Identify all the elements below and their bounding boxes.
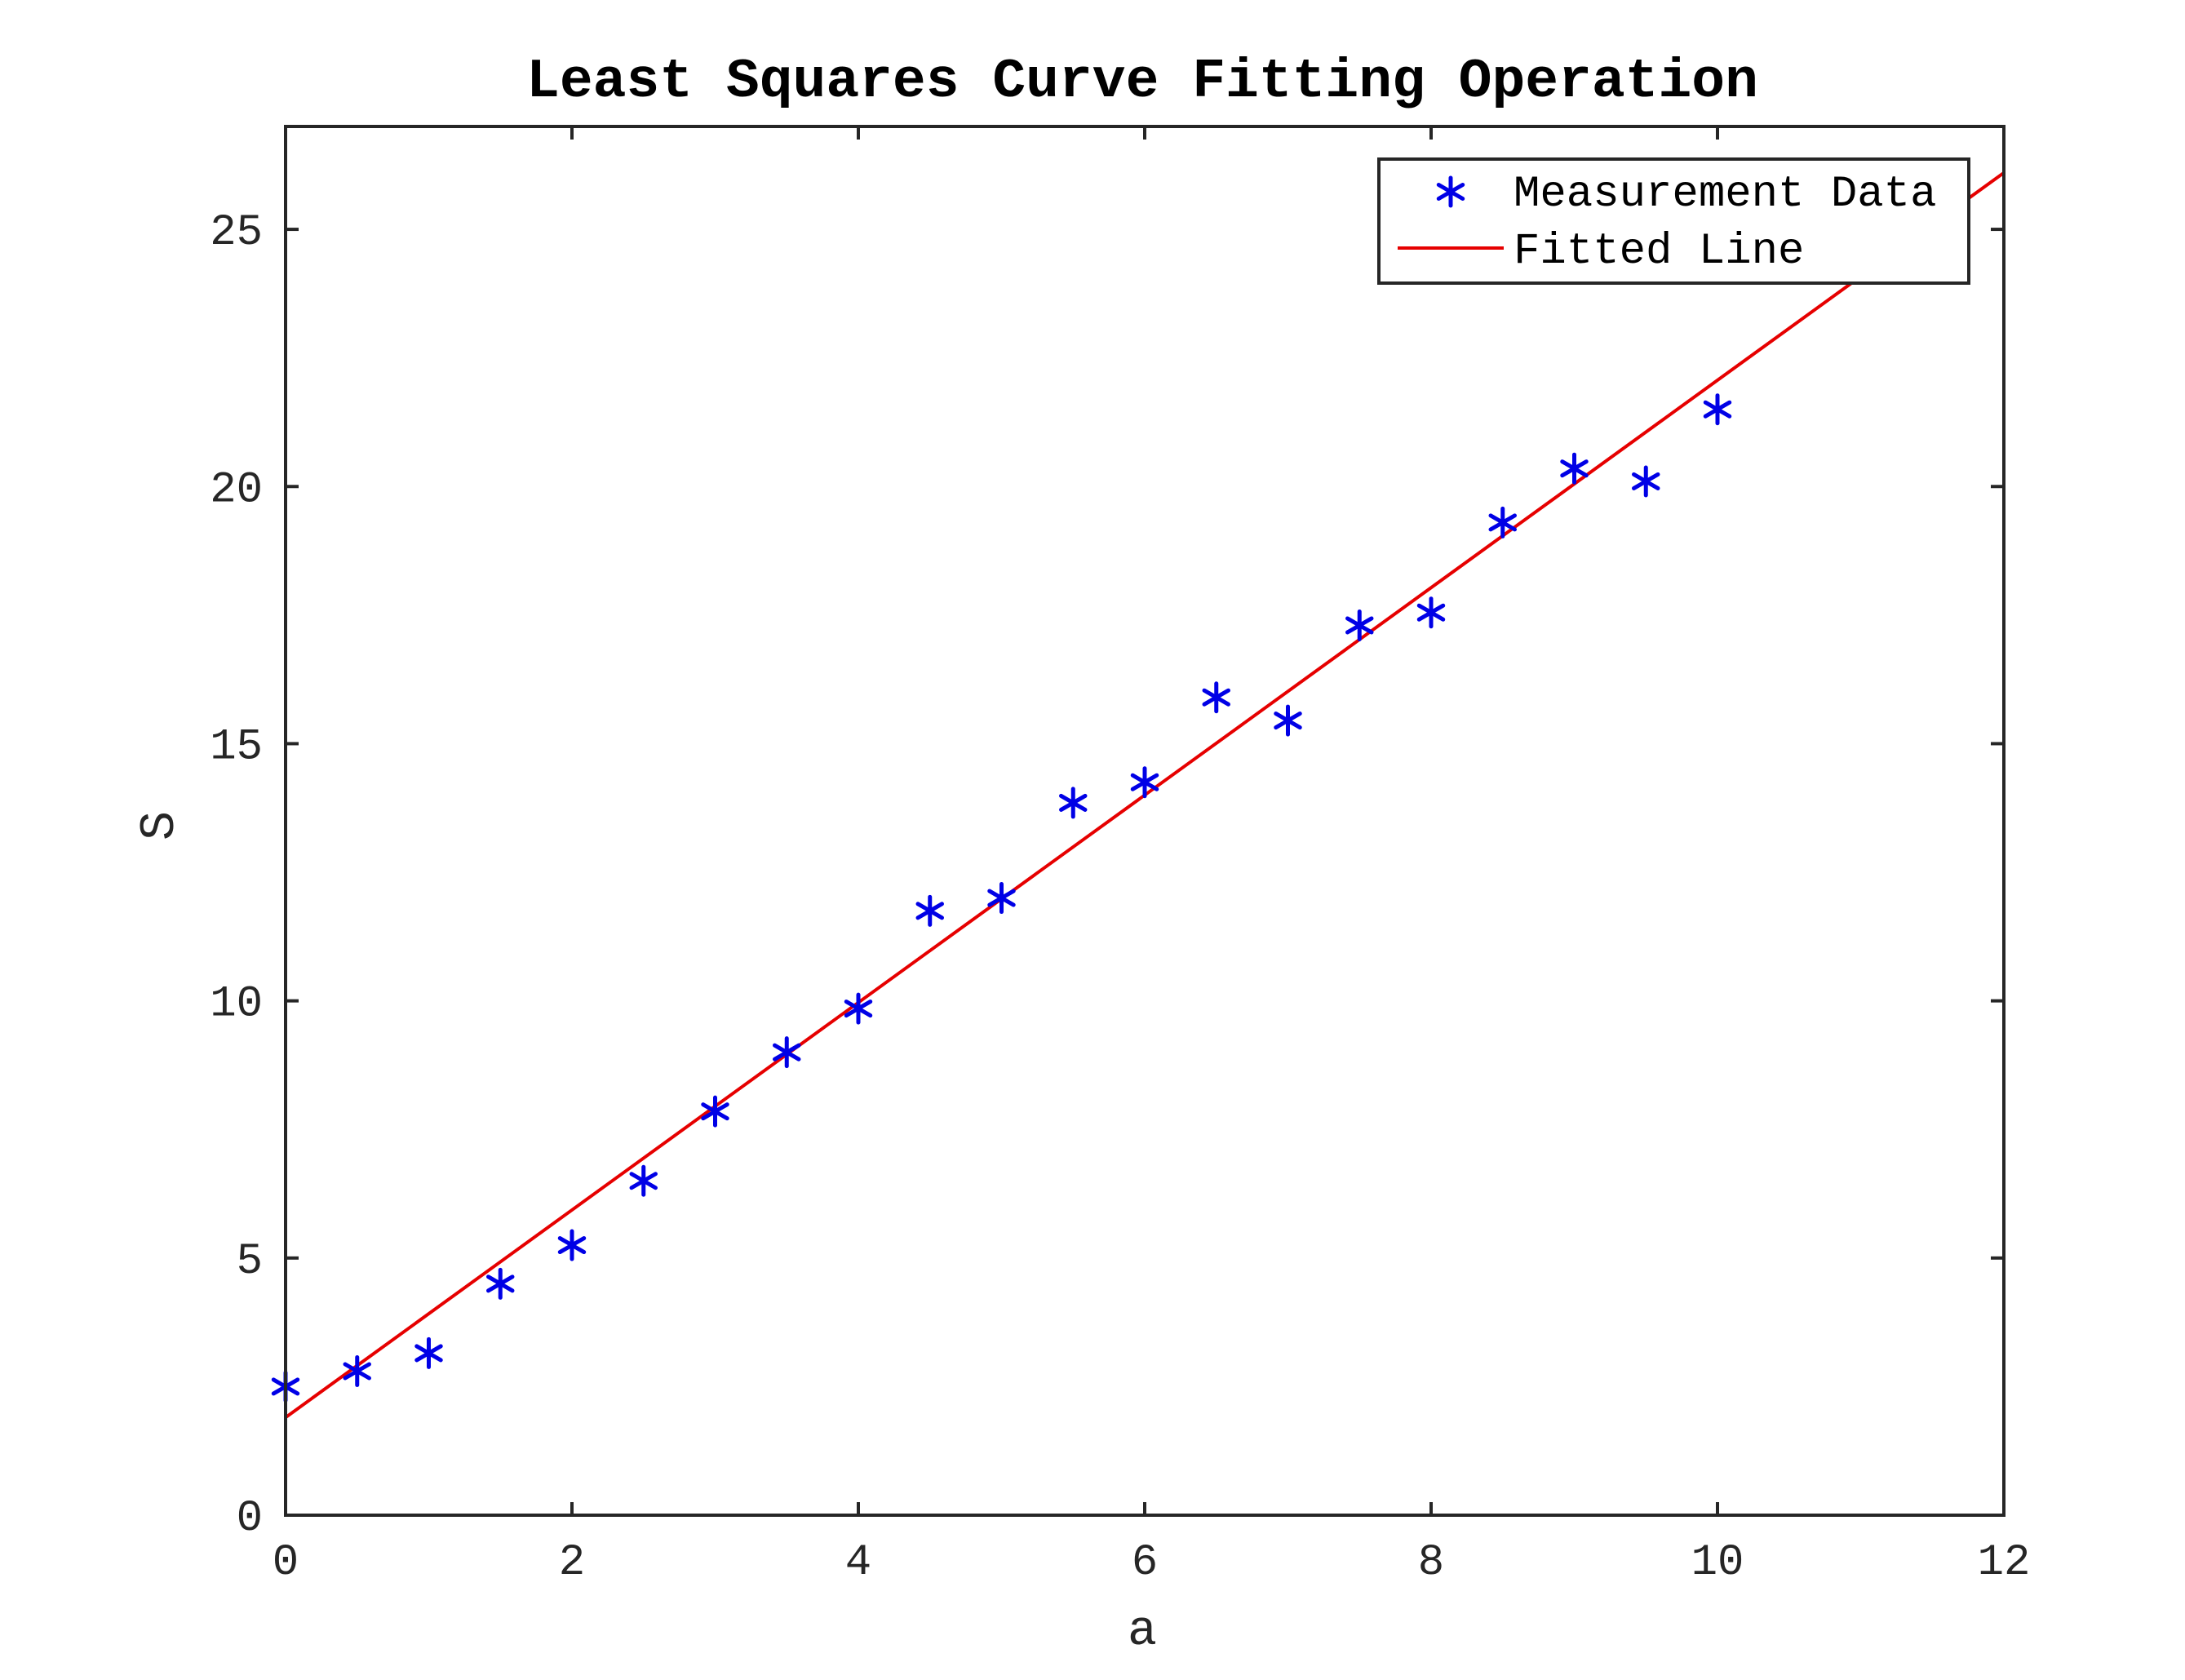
data-point — [1130, 766, 1159, 799]
y-tick-label: 25 — [210, 208, 263, 258]
data-point — [701, 1095, 729, 1128]
data-point — [1703, 393, 1732, 426]
y-axis-label: S — [133, 811, 188, 840]
data-point — [1059, 787, 1088, 819]
data-point — [1632, 465, 1660, 498]
data-point — [1274, 704, 1302, 737]
x-tick-label: 4 — [845, 1538, 871, 1588]
data-point — [1345, 609, 1374, 641]
plot-area — [286, 126, 2004, 1515]
x-tick-label: 2 — [559, 1538, 585, 1588]
x-axis-label: a — [1128, 1604, 1157, 1660]
data-point — [987, 882, 1016, 915]
data-point — [773, 1036, 801, 1069]
data-point — [486, 1267, 515, 1300]
y-tick-label: 5 — [237, 1237, 263, 1287]
x-tick-label: 10 — [1691, 1538, 1744, 1588]
legend-box — [1377, 157, 1970, 285]
ticks-layer: 0 2 4 6 8 10 12 0 5 10 15 20 25 — [210, 126, 2030, 1588]
data-point — [844, 992, 873, 1025]
data-point — [557, 1229, 587, 1261]
marks-layer — [271, 171, 2006, 1419]
chart-title: Least Squares Curve Fitting Operation — [526, 51, 1758, 113]
x-tick-label: 0 — [273, 1538, 299, 1588]
data-point — [1202, 681, 1230, 714]
y-tick-label: 20 — [210, 465, 263, 515]
y-tick-label: 0 — [237, 1494, 263, 1544]
legend-label-measurement-data: Measurement Data — [1514, 170, 1936, 219]
legend-label-fitted-line: Fitted Line — [1514, 227, 1804, 277]
y-tick-label: 10 — [210, 980, 263, 1030]
legend: Measurement Data Fitted Line — [1377, 157, 1970, 285]
data-point — [629, 1164, 658, 1197]
data-point — [915, 894, 944, 927]
y-tick-label: 15 — [210, 722, 263, 772]
legend-marker-measurement-data — [1436, 175, 1465, 208]
legend-asterisk — [1436, 175, 1465, 208]
data-point — [1416, 596, 1446, 629]
x-tick-label: 8 — [1418, 1538, 1444, 1588]
x-tick-label: 6 — [1132, 1538, 1158, 1588]
x-tick-label: 12 — [1978, 1538, 2031, 1588]
data-point — [343, 1354, 371, 1387]
data-point — [1488, 506, 1517, 539]
data-point — [1560, 452, 1589, 485]
data-point — [414, 1336, 443, 1369]
